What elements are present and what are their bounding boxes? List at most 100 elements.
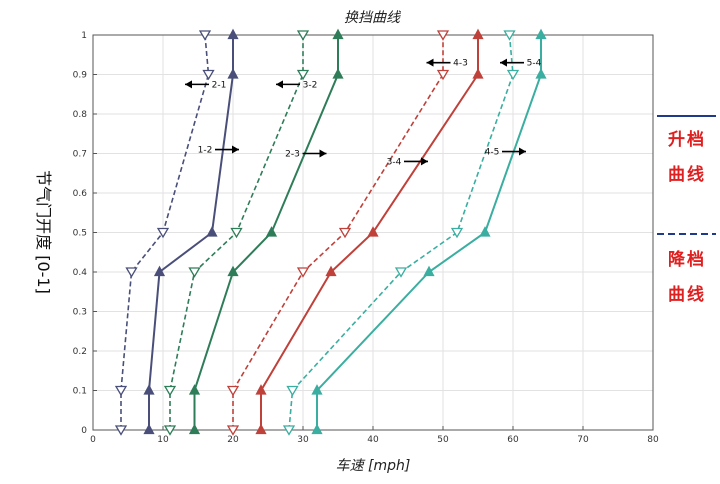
downshift-marker — [338, 227, 352, 239]
upshift-marker — [188, 423, 201, 435]
annotation-arrowhead — [421, 157, 428, 166]
downshift-marker — [156, 227, 170, 239]
annotation-label: 5-4 — [527, 59, 542, 69]
annotation-3-2: 3-2 — [276, 80, 317, 90]
upshift-marker — [143, 423, 155, 435]
downshift-marker — [202, 69, 215, 81]
downshift-marker — [114, 385, 128, 397]
x-tick-label: 10 — [157, 435, 169, 445]
y-tick-label: 1 — [81, 31, 87, 41]
downshift-marker — [436, 30, 450, 41]
downshift-marker — [163, 425, 177, 436]
x-tick-label: 70 — [577, 435, 589, 445]
series-1-2 — [143, 28, 239, 435]
series-layer — [114, 28, 547, 436]
legend-downshift-line2: 曲线 — [668, 284, 706, 305]
upshift-marker — [332, 68, 344, 79]
legend-upshift-line1: 升档 — [668, 129, 706, 150]
downshift-marker — [226, 425, 240, 436]
series-line — [169, 35, 304, 430]
upshift-marker — [479, 226, 491, 237]
upshift-marker — [311, 423, 323, 435]
annotation-label: 1-2 — [198, 146, 213, 156]
upshift-marker — [472, 28, 484, 40]
downshift-marker — [296, 267, 310, 278]
x-tick-label: 20 — [227, 435, 239, 445]
downshift-marker — [503, 30, 516, 41]
upshift-marker — [423, 265, 435, 277]
downshift-marker — [286, 385, 299, 397]
chart-title: 换挡曲线 — [344, 10, 402, 26]
downshift-marker — [125, 267, 138, 278]
downshift-marker — [230, 227, 243, 239]
downshift-marker — [436, 69, 450, 81]
downshift-marker — [296, 30, 310, 41]
x-tick-label: 40 — [367, 435, 379, 445]
annotation-5-4: 5-4 — [500, 58, 542, 69]
x-tick-label: 30 — [297, 435, 309, 445]
annotation-arrowhead — [276, 80, 283, 89]
upshift-marker — [325, 265, 337, 277]
downshift-marker — [394, 267, 408, 278]
upshift-marker — [367, 226, 379, 237]
annotation-2-3: 2-3 — [285, 149, 327, 160]
downshift-marker — [450, 227, 464, 239]
annotation-arrowhead — [319, 149, 327, 158]
annotation-label: 2-1 — [212, 80, 227, 90]
y-tick-label: 0 — [81, 426, 87, 436]
upshift-marker — [265, 226, 278, 237]
grid — [92, 34, 654, 431]
annotation-4-3: 4-3 — [426, 58, 468, 69]
y-tick-label: 0.6 — [73, 189, 88, 199]
annotation-4-5: 4-5 — [485, 147, 526, 158]
annotation-label: 3-2 — [303, 80, 318, 90]
downshift-marker — [296, 69, 310, 81]
legend: 升档 曲线 降档 曲线 — [657, 115, 716, 305]
downshift-marker — [114, 425, 128, 436]
series-3-2 — [163, 30, 310, 436]
annotation-1-2: 1-2 — [198, 145, 239, 156]
annotation-arrowhead — [500, 58, 507, 67]
x-tick-label: 80 — [647, 435, 659, 445]
y-tick-labels: 0 0.1 0.2 0.3 0.4 0.5 0.6 0.7 0.8 0.9 1 — [73, 31, 97, 436]
annotation-arrowhead — [426, 58, 434, 67]
upshift-marker — [227, 265, 239, 277]
upshift-marker — [188, 384, 201, 395]
x-tick-label: 0 — [90, 435, 96, 445]
series-2-3 — [188, 28, 344, 435]
annotation-label: 4-3 — [453, 59, 468, 69]
x-tick-labels: 0 10 20 30 40 50 60 70 80 — [90, 426, 659, 445]
upshift-marker — [143, 384, 155, 395]
downshift-marker — [506, 69, 520, 81]
upshift-marker — [472, 68, 484, 79]
downshift-marker — [226, 385, 240, 397]
legend-downshift-line1: 降档 — [668, 249, 706, 270]
series-line — [316, 35, 542, 430]
annotation-label: 2-3 — [285, 150, 300, 160]
annotation-label: 3-4 — [387, 157, 402, 167]
series-3-4 — [255, 28, 484, 435]
series-2-1 — [114, 30, 215, 436]
upshift-marker — [535, 28, 547, 40]
legend-upshift-line2: 曲线 — [668, 164, 706, 185]
series-line — [193, 35, 339, 430]
series-line — [120, 34, 210, 430]
x-axis-label: 车速 [mph] — [336, 458, 411, 474]
series-line — [148, 35, 234, 430]
series-5-4 — [282, 30, 520, 436]
annotation-label: 4-5 — [485, 148, 500, 158]
annotation-arrowhead — [519, 147, 526, 156]
y-tick-label: 0.9 — [73, 71, 88, 81]
upshift-marker — [206, 226, 218, 237]
y-tick-label: 0.4 — [73, 268, 88, 278]
upshift-marker — [153, 265, 166, 277]
y-tick-label: 0.1 — [73, 387, 87, 397]
y-tick-label: 0.5 — [73, 229, 87, 239]
downshift-marker — [188, 267, 201, 278]
annotation-arrowhead — [232, 145, 239, 154]
upshift-marker — [255, 423, 267, 435]
upshift-marker — [255, 384, 267, 395]
annotation-arrowhead — [185, 80, 192, 89]
series-4-3 — [226, 30, 450, 436]
